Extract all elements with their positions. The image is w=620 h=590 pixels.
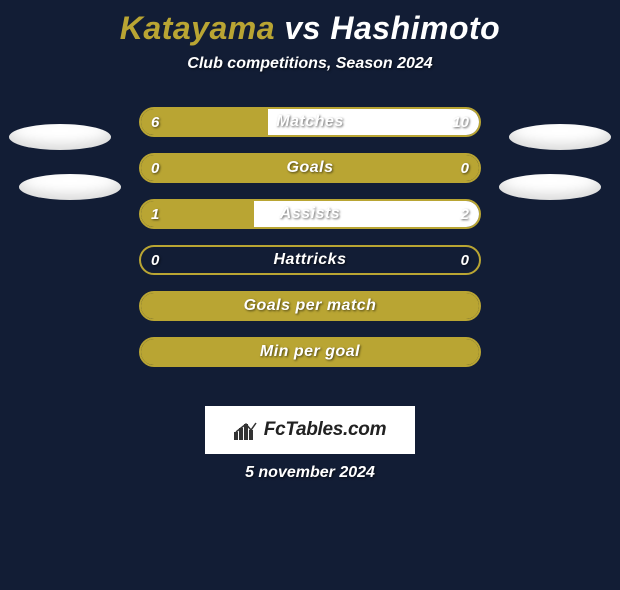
stat-label: Goals per match — [141, 293, 479, 319]
subtitle: Club competitions, Season 2024 — [0, 55, 620, 73]
logo-text: FcTables.com — [264, 419, 386, 441]
stat-row: 610Matches — [139, 107, 481, 137]
comparison-chart: 610Matches 00Goals 12Assists 00Hattricks Goa… — [0, 107, 620, 387]
page-title: Katayama vs Hashimoto — [0, 10, 620, 47]
stat-row: Goals per match — [139, 291, 481, 321]
bar-list: 610Matches 00Goals 12Assists 00Hattricks Goa… — [139, 107, 481, 383]
stat-label: Matches — [141, 109, 479, 135]
stat-label: Min per goal — [141, 339, 479, 365]
decorative-ellipse — [509, 124, 611, 150]
vs-label: vs — [284, 10, 321, 46]
stat-row: 00Goals — [139, 153, 481, 183]
player2-name: Hashimoto — [330, 10, 500, 46]
logo-bars-icon — [234, 420, 258, 440]
footer-date: 5 november 2024 — [0, 464, 620, 482]
decorative-ellipse — [19, 174, 121, 200]
stat-row: Min per goal — [139, 337, 481, 367]
decorative-ellipse — [9, 124, 111, 150]
decorative-ellipse — [499, 174, 601, 200]
stat-label: Goals — [141, 155, 479, 181]
stat-row: 00Hattricks — [139, 245, 481, 275]
stat-label: Assists — [141, 201, 479, 227]
stat-row: 12Assists — [139, 199, 481, 229]
stat-label: Hattricks — [141, 247, 479, 273]
site-logo: FcTables.com — [205, 406, 415, 454]
player1-name: Katayama — [120, 10, 275, 46]
